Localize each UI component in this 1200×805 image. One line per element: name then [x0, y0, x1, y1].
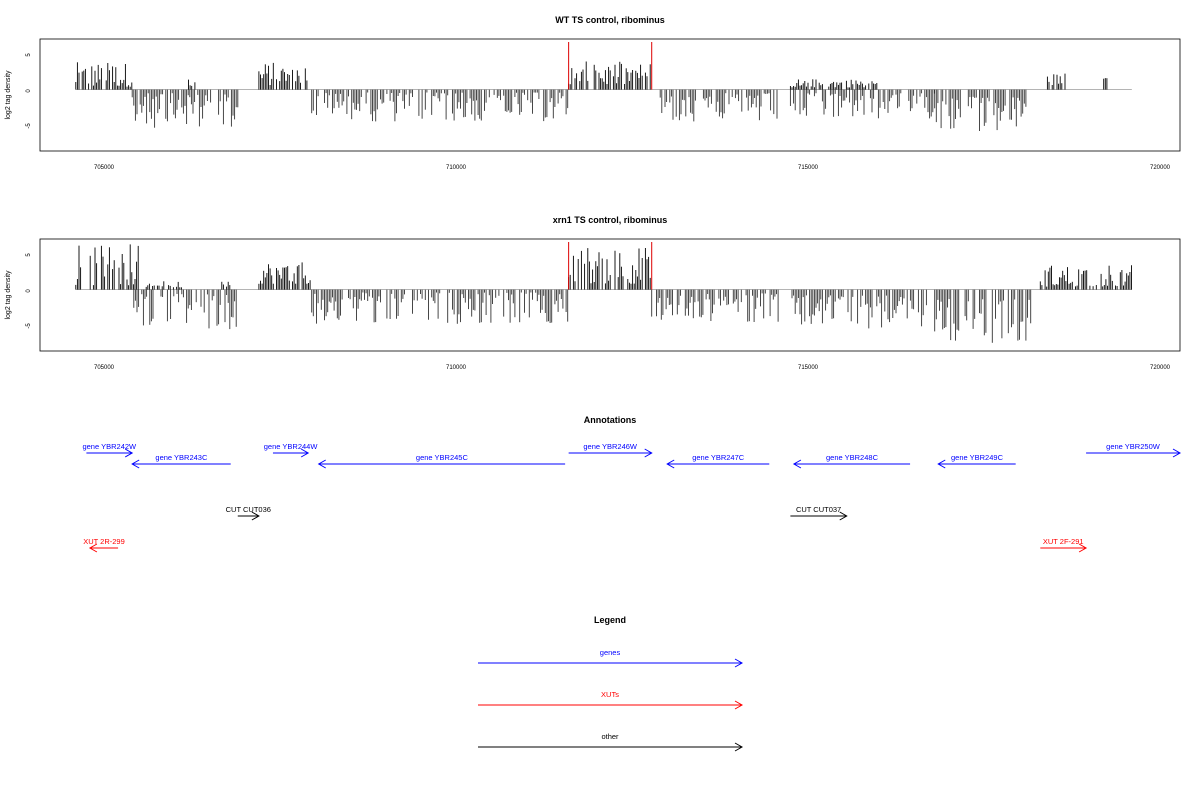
arrowhead	[131, 459, 140, 469]
xrn1-x-tick-label: 710000	[446, 365, 467, 371]
feature-label: gene YBR249C	[951, 453, 1004, 462]
arrowhead	[734, 658, 744, 668]
wt-x-tick-label: 715000	[798, 165, 819, 171]
feature-arrow	[86, 448, 134, 458]
feature-label: gene YBR244W	[264, 442, 319, 451]
feature-arrow	[666, 459, 770, 469]
xrn1-density-bars	[75, 242, 1132, 343]
wt-density-bars	[75, 42, 1132, 131]
wt-density-plot: WT TS control, ribominus log2 tag densit…	[5, 15, 1181, 171]
arrowhead	[1078, 543, 1088, 553]
xrn1-y-tick-label: -5	[26, 323, 32, 329]
arrowhead	[734, 742, 744, 752]
arrowhead	[300, 448, 310, 458]
wt-x-tick-label: 705000	[94, 165, 115, 171]
feature-arrow	[1040, 543, 1088, 553]
feature-arrow	[317, 459, 566, 469]
wt-plot-frame	[39, 38, 1181, 152]
legend-items: genes XUTs other	[478, 648, 744, 752]
feature-arrow	[237, 511, 260, 521]
wt-x-tick-label: 710000	[446, 165, 467, 171]
legend-label: XUTs	[601, 690, 619, 699]
arrowhead	[124, 448, 134, 458]
xrn1-x-tick-label: 720000	[1150, 365, 1171, 371]
xrn1-x-tick-label: 715000	[798, 365, 819, 371]
legend-label: genes	[600, 648, 621, 657]
legend-arrow	[478, 742, 744, 752]
legend-title: Legend	[594, 615, 626, 625]
wt-y-axis-label: log2 tag density	[5, 70, 12, 120]
arrowhead	[251, 511, 260, 521]
arrowhead	[792, 459, 802, 469]
wt-y-axis: 5 0 -5	[26, 53, 32, 129]
feature-label: gene YBR247C	[692, 453, 745, 462]
xrn1-y-axis-label: log2 tag density	[5, 270, 12, 320]
feature-label: gene YBR250W	[1106, 442, 1161, 451]
arrowhead	[937, 459, 946, 469]
feature-arrow	[792, 459, 911, 469]
feature-label: gene YBR243C	[155, 453, 208, 462]
arrowhead	[644, 448, 653, 458]
feature-arrow	[790, 511, 848, 521]
xrn1-y-tick-label: 0	[26, 289, 32, 293]
legend-label: other	[601, 732, 619, 741]
arrowhead	[666, 459, 675, 469]
arrowhead	[88, 543, 98, 553]
feature-arrow	[131, 459, 231, 469]
feature-label: gene YBR248C	[826, 453, 879, 462]
arrowhead	[839, 511, 848, 521]
xrn1-x-axis: 705000 710000 715000 720000	[94, 365, 1171, 371]
feature-arrow	[88, 543, 119, 553]
xrn1-y-axis: 5 0 -5	[26, 253, 32, 329]
feature-label: XUT 2F-291	[1043, 537, 1084, 546]
wt-y-tick-label: 0	[26, 89, 32, 93]
feature-label: CUT CUT036	[226, 505, 271, 514]
feature-label: gene YBR242W	[82, 442, 137, 451]
arrowhead	[1172, 448, 1182, 458]
feature-label: CUT CUT037	[796, 505, 841, 514]
wt-plot-title: WT TS control, ribominus	[555, 15, 665, 25]
arrowhead	[734, 700, 744, 710]
annotation-features: gene YBR242W gene YBR243C gene YBR244W gene…	[82, 442, 1182, 553]
xrn1-density-plot: xrn1 TS control, ribominus log2 tag dens…	[5, 215, 1181, 371]
legend-arrow	[478, 700, 744, 710]
xrn1-plot-title: xrn1 TS control, ribominus	[553, 215, 668, 225]
feature-label: gene YBR246W	[583, 442, 638, 451]
feature-arrow	[568, 448, 653, 458]
feature-label: XUT 2R-299	[83, 537, 125, 546]
legend: Legend genes XUTs other	[478, 615, 744, 752]
feature-arrow	[937, 459, 1016, 469]
wt-y-tick-label: 5	[26, 53, 32, 57]
feature-label: gene YBR245C	[416, 453, 469, 462]
feature-arrow	[272, 448, 310, 458]
feature-arrow	[1086, 448, 1182, 458]
wt-y-tick-label: -5	[26, 123, 32, 129]
legend-arrow	[478, 658, 744, 668]
arrowhead	[317, 459, 326, 469]
wt-x-tick-label: 720000	[1150, 165, 1171, 171]
wt-x-axis: 705000 710000 715000 720000	[94, 165, 1171, 171]
annotations-title: Annotations	[584, 415, 637, 425]
xrn1-x-tick-label: 705000	[94, 365, 115, 371]
xrn1-plot-frame	[39, 238, 1181, 352]
xrn1-y-tick-label: 5	[26, 253, 32, 257]
